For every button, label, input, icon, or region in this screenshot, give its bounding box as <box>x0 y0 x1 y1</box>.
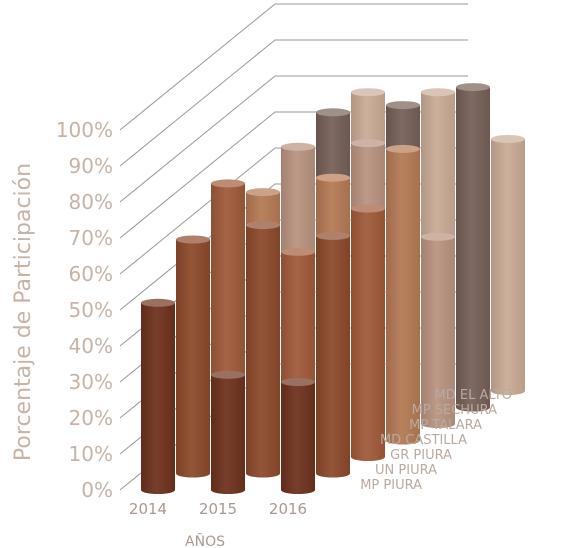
gridline <box>119 39 468 167</box>
gridline <box>119 3 468 131</box>
bar-mp-talara-2016 <box>421 232 455 428</box>
y-tick-label: 0% <box>81 478 113 502</box>
series-label: UN PIURA <box>375 463 437 478</box>
gridline <box>119 75 468 203</box>
y-tick-label: 50% <box>69 298 113 322</box>
bar-mp-piura-2014 <box>141 298 175 494</box>
x-axis-title: AÑOS <box>185 533 225 548</box>
cylinder-bars <box>141 83 525 494</box>
series-label: MP SECHURA <box>412 403 498 418</box>
series-label: MD CASTILLA <box>380 433 467 448</box>
bar-un-piura-2015 <box>246 221 280 478</box>
x-tick-label: 2015 <box>199 500 237 518</box>
y-tick-label: 20% <box>69 406 113 430</box>
y-tick-label: 70% <box>69 226 113 250</box>
y-axis-title: Porcentaje de Participación <box>11 163 36 461</box>
y-tick-label: 100% <box>56 118 113 142</box>
y-axis-tick-labels: 0% 10% 20% 30% 40% 50% 60% 70% 80% 90% 100% <box>56 118 113 502</box>
y-tick-label: 40% <box>69 334 113 358</box>
series-label: GR PIURA <box>390 448 452 463</box>
bar-mp-piura-2015 <box>211 370 245 494</box>
bar-md-el-alto-2016 <box>491 135 525 395</box>
x-tick-label: 2014 <box>129 500 167 518</box>
y-tick-label: 60% <box>69 262 113 286</box>
y-tick-label: 10% <box>69 442 113 466</box>
x-axis-tick-labels: 2014 2015 2016 <box>129 500 307 518</box>
bar-mp-sechura-2016 <box>456 83 490 412</box>
y-tick-label: 90% <box>69 154 113 178</box>
y-tick-label: 80% <box>69 190 113 214</box>
series-label: MD EL ALTO <box>435 388 512 403</box>
bar-gr-piura-2016 <box>351 204 385 461</box>
series-label: MP PIURA <box>360 478 422 493</box>
bar-un-piura-2014 <box>176 235 210 478</box>
bar-md-castilla-2016 <box>386 144 420 445</box>
series-label: MP TALARA <box>409 418 482 433</box>
bar-un-piura-2016 <box>316 231 350 478</box>
x-tick-label: 2016 <box>269 500 307 518</box>
bar-mp-piura-2016 <box>281 378 315 494</box>
y-tick-label: 30% <box>69 370 113 394</box>
